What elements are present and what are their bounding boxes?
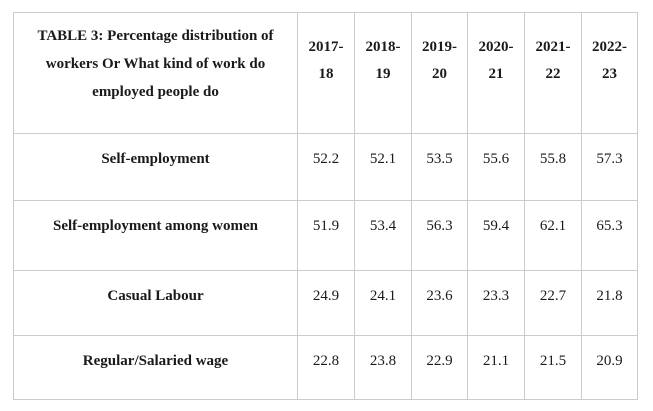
value-cell: 22.9 [411,335,468,400]
value-cell: 65.3 [581,200,638,271]
column-header-2017-18: 2017-18 [297,12,355,134]
value-cell: 52.2 [297,133,355,201]
row-label-self-employment: Self-employment [13,133,298,201]
value-cell: 59.4 [467,200,525,271]
column-header-2020-21: 2020-21 [467,12,525,134]
value-cell: 55.6 [467,133,525,201]
value-cell: 23.3 [467,270,525,336]
table-row: Self-employment among women 51.9 53.4 56… [13,200,638,271]
value-cell: 23.8 [354,335,412,400]
value-cell: 56.3 [411,200,468,271]
value-cell: 23.6 [411,270,468,336]
value-cell: 62.1 [524,200,582,271]
column-header-2021-22: 2021-22 [524,12,582,134]
row-label-regular-salaried-wage: Regular/Salaried wage [13,335,298,400]
row-label-self-employment-among-women: Self-employment among women [13,200,298,271]
table-row: Casual Labour 24.9 24.1 23.6 23.3 22.7 2… [13,270,638,336]
value-cell: 57.3 [581,133,638,201]
value-cell: 53.5 [411,133,468,201]
table-row: Self-employment 52.2 52.1 53.5 55.6 55.8… [13,133,638,201]
column-header-2019-20: 2019-20 [411,12,468,134]
column-header-2022-23: 2022-23 [581,12,638,134]
value-cell: 21.8 [581,270,638,336]
value-cell: 22.7 [524,270,582,336]
value-cell: 51.9 [297,200,355,271]
value-cell: 24.9 [297,270,355,336]
column-header-2018-19: 2018-19 [354,12,412,134]
value-cell: 21.5 [524,335,582,400]
row-label-casual-labour: Casual Labour [13,270,298,336]
value-cell: 24.1 [354,270,412,336]
table-title: TABLE 3: Percentage distribution of work… [13,12,298,134]
value-cell: 53.4 [354,200,412,271]
value-cell: 21.1 [467,335,525,400]
value-cell: 22.8 [297,335,355,400]
workers-distribution-table: TABLE 3: Percentage distribution of work… [13,12,638,400]
value-cell: 20.9 [581,335,638,400]
value-cell: 52.1 [354,133,412,201]
table-row: Regular/Salaried wage 22.8 23.8 22.9 21.… [13,335,638,400]
table-header-row: TABLE 3: Percentage distribution of work… [13,12,638,134]
value-cell: 55.8 [524,133,582,201]
